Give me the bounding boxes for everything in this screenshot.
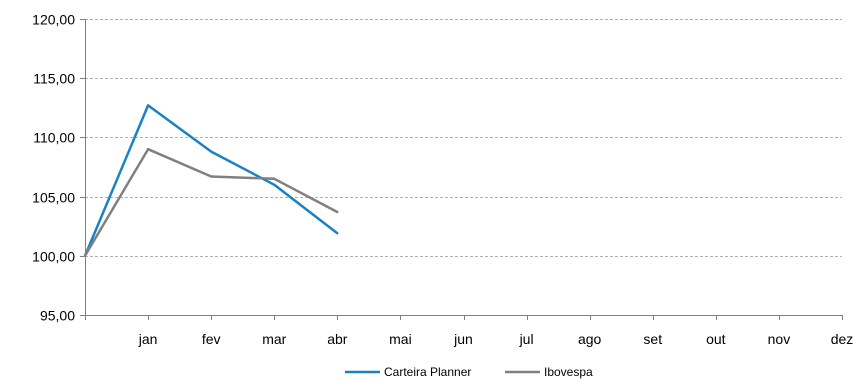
x-tick-label: mar [262, 331, 286, 347]
data-point [273, 177, 276, 180]
x-tick-label: nov [768, 331, 791, 347]
x-tick-label: set [643, 331, 662, 347]
data-point [336, 232, 339, 235]
grid-lines [85, 19, 842, 257]
series-line [83, 104, 339, 257]
x-tick-label: mai [389, 331, 412, 347]
x-tick-label: jun [453, 331, 473, 347]
data-point [273, 183, 276, 186]
data-point [210, 175, 213, 178]
legend-label: Ibovespa [544, 365, 593, 379]
data-point [336, 210, 339, 214]
data-point [146, 148, 150, 151]
y-tick-label: 100,00 [32, 249, 75, 265]
data-point [83, 254, 87, 257]
y-tick-label: 95,00 [40, 308, 75, 324]
data-point [210, 150, 213, 153]
y-tick-label: 105,00 [32, 190, 75, 206]
x-tick-label: out [706, 331, 726, 347]
x-tick-label: jul [519, 331, 534, 347]
x-tick-label: ago [578, 331, 602, 347]
legend: Carteira Planner Ibovespa [345, 365, 593, 379]
data-point [146, 104, 150, 107]
y-tick-label: 120,00 [32, 12, 75, 28]
x-tick-labels: jan fev mar abr mai jun jul ago set out nov dez [138, 331, 854, 347]
y-tick-label: 110,00 [33, 130, 75, 146]
x-tick-label: dez [831, 331, 854, 347]
legend-label: Carteira Planner [384, 365, 471, 379]
x-tick-label: abr [327, 331, 348, 347]
x-tick-label: fev [202, 331, 221, 347]
y-tick-label: 115,00 [33, 71, 75, 87]
y-tick-labels: 95,00 100,00 105,00 110,00 115,00 120,00 [32, 12, 75, 324]
series-lines [83, 104, 339, 257]
x-tick-label: jan [138, 331, 158, 347]
